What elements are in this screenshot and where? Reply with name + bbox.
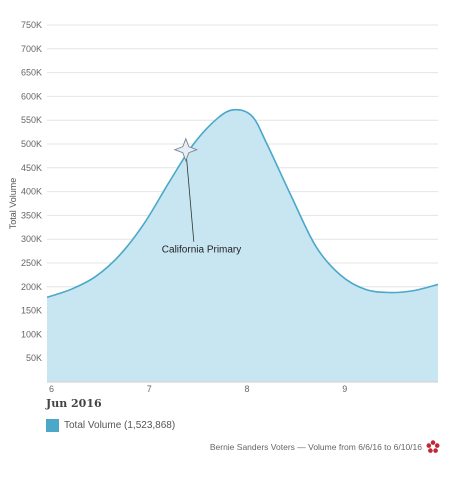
y-tick-label: 250K (21, 258, 42, 268)
area-chart: 50K 100K 150K 200K 250K 300K 350K 400K 450K 500K 5… (8, 20, 439, 394)
annotation-label: California Primary (162, 245, 241, 256)
footer-caption: Bernie Sanders Voters — Volume from 6/6/… (210, 440, 440, 454)
y-tick-label: 750K (21, 20, 42, 30)
series-line (46, 108, 439, 299)
y-tick-label: 200K (21, 282, 42, 292)
x-tick-label: 8 (245, 384, 250, 394)
legend-label: Total Volume (1,523,868) (64, 420, 176, 431)
x-tick-label: 9 (342, 384, 347, 394)
series-area (47, 109, 438, 382)
y-tick-label: 500K (21, 139, 42, 149)
footer-text: Bernie Sanders Voters — Volume from 6/6/… (209, 442, 422, 452)
y-tick-label: 600K (21, 91, 42, 101)
annotation-marker-icon (173, 137, 199, 162)
y-axis-title: Total Volume (8, 178, 18, 230)
y-tick-label: 450K (21, 163, 42, 173)
x-tick-label: 7 (147, 384, 152, 394)
y-tick-label: 50K (26, 353, 42, 363)
legend-item[interactable]: Total Volume (1,523,868) (46, 419, 175, 432)
y-tick-label: 700K (21, 44, 42, 54)
x-tick-label: 6 (49, 384, 54, 394)
y-tick-label: 300K (21, 234, 42, 244)
flower-logo-icon (426, 440, 440, 453)
annotation-leader (185, 149, 195, 242)
x-axis-month-label: Jun 2016 (46, 397, 102, 410)
y-tick-label: 400K (21, 187, 42, 197)
y-tick-label: 650K (21, 68, 42, 78)
y-tick-label: 100K (21, 329, 42, 339)
y-tick-label: 350K (21, 210, 42, 220)
y-tick-label: 550K (21, 115, 42, 125)
legend-swatch (46, 419, 59, 432)
y-tick-label: 150K (21, 306, 42, 316)
